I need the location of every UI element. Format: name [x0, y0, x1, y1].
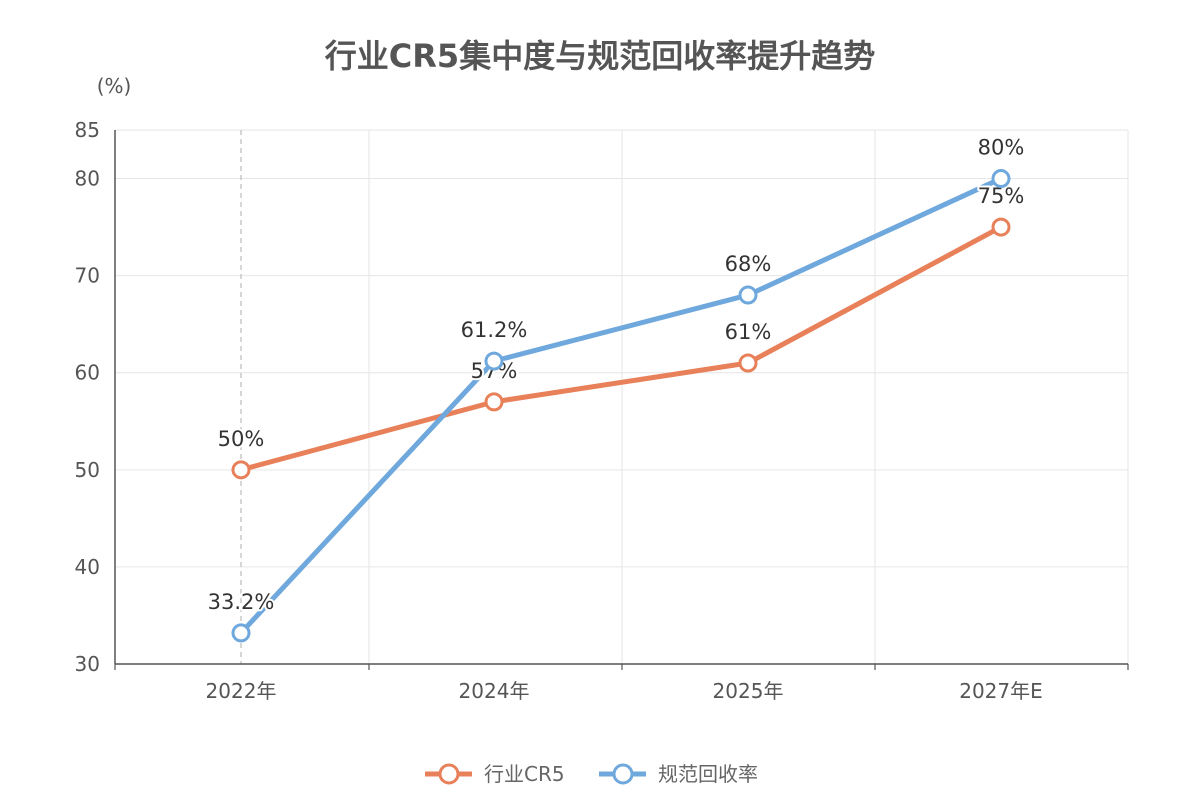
data-point[interactable]: [738, 285, 758, 305]
data-point[interactable]: [991, 217, 1011, 237]
data-label-layer: 50%57%61%75%33.2%61.2%68%80%: [206, 134, 1026, 643]
data-label: 50%: [218, 427, 265, 451]
data-label: 61%: [725, 320, 772, 344]
legend-item-1[interactable]: 规范回收率: [599, 762, 758, 786]
legend-marker-swatch: [612, 763, 634, 785]
data-point[interactable]: [484, 351, 504, 371]
legend-item-0[interactable]: 行业CR5: [425, 762, 565, 786]
legend-label: 行业CR5: [484, 762, 565, 786]
y-tick-label: 30: [75, 652, 100, 676]
y-tick-label: 60: [75, 361, 100, 385]
series-line-1: [238, 176, 1004, 636]
axis-layer: 30 40 50 60 70 80 85 2022年 2024年 2025年 2027年E: [75, 118, 1129, 703]
x-tick-label: 2027年E: [959, 679, 1043, 703]
data-label: 33.2%: [208, 590, 275, 614]
y-tick-label: 70: [75, 264, 100, 288]
legend-label: 规范回收率: [658, 762, 758, 786]
x-tick-label: 2024年: [459, 679, 530, 703]
series-line-0: [238, 224, 1004, 473]
y-tick-label: 40: [75, 555, 100, 579]
x-tick-label: 2025年: [713, 679, 784, 703]
x-tick-label: 2022年: [206, 679, 277, 703]
data-point[interactable]: [231, 460, 251, 480]
grid-layer: [115, 129, 1129, 664]
data-label: 68%: [725, 252, 772, 276]
data-point[interactable]: [484, 392, 504, 412]
y-tick-label: 85: [75, 118, 100, 142]
y-tick-label: 80: [75, 167, 100, 191]
chart-title: 行业CR5集中度与规范回收率提升趋势: [325, 37, 875, 75]
data-label: 75%: [978, 184, 1025, 208]
data-point[interactable]: [231, 623, 251, 643]
data-label: 80%: [978, 136, 1025, 160]
y-axis-unit-label: (%): [97, 74, 132, 98]
data-point[interactable]: [991, 169, 1011, 189]
y-tick-label: 50: [75, 458, 100, 482]
legend[interactable]: 行业CR5 规范回收率: [425, 762, 758, 786]
series-layer: [238, 176, 1004, 636]
legend-marker-swatch: [438, 763, 460, 785]
data-point[interactable]: [738, 353, 758, 373]
data-label: 61.2%: [461, 318, 528, 342]
